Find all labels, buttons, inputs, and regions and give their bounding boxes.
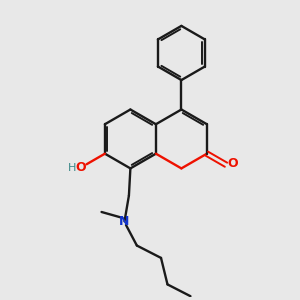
Text: N: N (119, 215, 130, 228)
Text: O: O (227, 157, 238, 170)
Text: H: H (68, 163, 76, 172)
Text: O: O (76, 161, 86, 174)
